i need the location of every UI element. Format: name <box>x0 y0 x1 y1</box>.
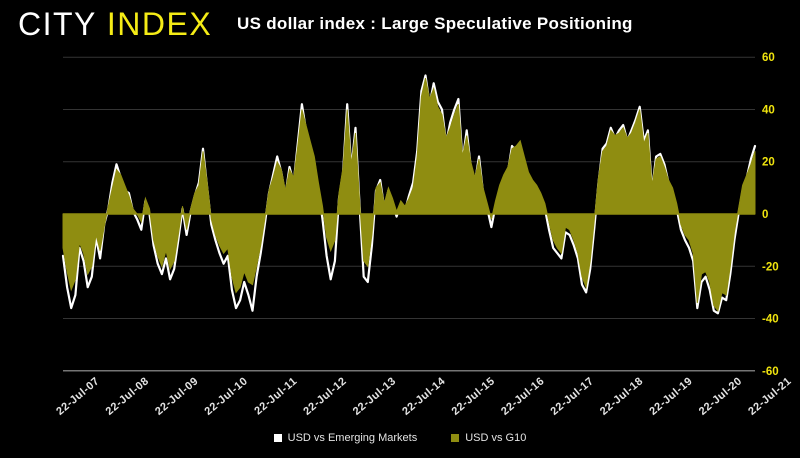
x-tick-label: 22-Jul-11 <box>252 375 299 417</box>
y-tick-label: 40 <box>762 104 775 116</box>
legend-item-g10: USD vs G10 <box>451 432 526 444</box>
em-series-line <box>61 74 757 315</box>
y-tick-label: 60 <box>762 52 775 64</box>
y-tick-label: 0 <box>762 209 768 221</box>
x-tick-label: 22-Jul-09 <box>153 375 201 418</box>
logo-city-text: CITY <box>18 6 97 42</box>
g10-series-area <box>62 77 756 312</box>
emerging-markets-swatch-icon <box>273 434 282 442</box>
y-tick-label: -60 <box>762 366 779 378</box>
x-tick-label: 22-Jul-20 <box>697 375 745 418</box>
logo-index-text: INDEX <box>106 6 213 42</box>
x-tick-label: 22-Jul-17 <box>549 375 597 418</box>
x-tick-label: 22-Jul-18 <box>598 375 646 418</box>
y-tick-label: -20 <box>762 261 779 273</box>
x-tick-label: 22-Jul-07 <box>54 375 102 418</box>
x-tick-label: 22-Jul-19 <box>647 375 695 418</box>
g10-legend-label: USD vs G10 <box>465 432 527 444</box>
x-tick-label: 22-Jul-08 <box>104 375 152 418</box>
x-tick-label: 22-Jul-10 <box>203 375 251 418</box>
chart-legend: USD vs Emerging Markets USD vs G10 <box>0 432 800 444</box>
city-index-logo: CITY INDEX <box>18 6 212 43</box>
y-tick-label: -40 <box>762 314 779 326</box>
x-tick-label: 22-Jul-13 <box>351 375 399 418</box>
chart-title: US dollar index : Large Speculative Posi… <box>237 14 633 33</box>
emerging-markets-legend-label: USD vs Emerging Markets <box>287 432 418 444</box>
legend-item-emerging-markets: USD vs Emerging Markets <box>273 432 418 444</box>
x-tick-label: 22-Jul-15 <box>450 375 498 418</box>
g10-swatch-icon <box>451 434 460 442</box>
x-tick-label: 22-Jul-16 <box>499 375 547 418</box>
x-tick-label: 22-Jul-21 <box>746 375 794 418</box>
x-tick-label: 22-Jul-12 <box>301 375 349 418</box>
x-tick-label: 22-Jul-14 <box>400 375 448 418</box>
y-tick-label: 20 <box>762 157 775 169</box>
